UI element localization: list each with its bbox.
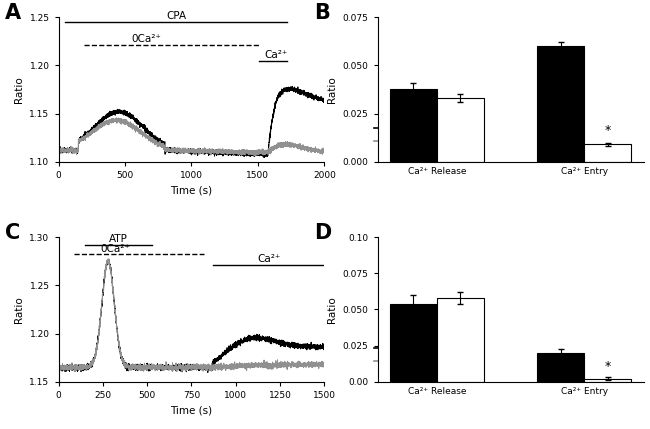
Y-axis label: Ratio: Ratio: [14, 296, 24, 323]
PSS: [157, 364, 164, 369]
PSS: [85, 365, 93, 370]
BTP2: [299, 144, 307, 149]
BTP2: [105, 257, 113, 262]
BTP2: [85, 365, 93, 370]
BTP2: [320, 360, 328, 366]
Line: BTP2: BTP2: [58, 118, 324, 156]
Text: B: B: [314, 3, 330, 23]
BTP2: [112, 115, 120, 121]
Text: Ca²⁺: Ca²⁺: [257, 254, 280, 264]
Y-axis label: Ratio: Ratio: [327, 296, 337, 323]
Text: *: *: [604, 360, 611, 373]
BTP2: [287, 361, 294, 366]
PSS: [287, 343, 294, 348]
PSS: [320, 97, 328, 102]
PSS: [320, 344, 328, 350]
Bar: [584, 379, 631, 382]
Text: C: C: [5, 223, 21, 243]
Text: ATP: ATP: [109, 234, 128, 244]
BTP2: [70, 369, 78, 374]
BTP2: [251, 153, 259, 158]
PSS: [101, 275, 109, 281]
BTP2: [55, 146, 62, 151]
PSS: [168, 363, 176, 368]
Bar: [437, 298, 484, 382]
Text: 0Ca²⁺: 0Ca²⁺: [100, 244, 130, 254]
PSS: [168, 149, 176, 154]
Line: PSS: PSS: [58, 87, 324, 157]
PSS: [315, 344, 323, 349]
Line: BTP2: BTP2: [58, 259, 324, 372]
Text: D: D: [314, 223, 331, 243]
PSS: [55, 148, 62, 153]
PSS: [181, 150, 188, 155]
BTP2: [166, 149, 174, 154]
BTP2: [55, 366, 62, 372]
PSS: [313, 95, 320, 100]
Bar: [437, 98, 484, 162]
Text: CPA: CPA: [166, 11, 187, 21]
PSS: [248, 150, 255, 155]
Bar: [584, 145, 631, 162]
Text: 0Ca²⁺: 0Ca²⁺: [131, 34, 161, 44]
BTP2: [315, 362, 323, 367]
PSS: [166, 145, 174, 151]
BTP2: [157, 366, 164, 371]
Text: *: *: [604, 124, 611, 137]
BTP2: [101, 273, 109, 278]
BTP2: [313, 147, 320, 152]
Y-axis label: Ratio: Ratio: [327, 76, 337, 103]
Text: A: A: [5, 3, 21, 23]
BTP2: [181, 146, 188, 151]
PSS: [299, 91, 307, 96]
PSS: [289, 84, 296, 89]
Bar: [537, 353, 584, 382]
Line: PSS: PSS: [58, 260, 324, 372]
PSS: [261, 155, 268, 160]
BTP2: [168, 148, 176, 153]
Legend: PSS, BTP2: PSS, BTP2: [370, 340, 421, 370]
BTP2: [248, 150, 255, 155]
X-axis label: Time (s): Time (s): [170, 185, 213, 196]
Text: Ca²⁺: Ca²⁺: [264, 50, 287, 60]
Bar: [390, 304, 437, 382]
PSS: [204, 370, 212, 375]
BTP2: [168, 363, 176, 369]
X-axis label: Time (s): Time (s): [170, 405, 213, 415]
PSS: [55, 366, 62, 372]
PSS: [105, 257, 113, 262]
Bar: [537, 46, 584, 162]
Legend: PSS, BTP2: PSS, BTP2: [370, 121, 421, 150]
Y-axis label: Ratio: Ratio: [14, 76, 24, 103]
Bar: [390, 88, 437, 162]
BTP2: [320, 148, 328, 154]
